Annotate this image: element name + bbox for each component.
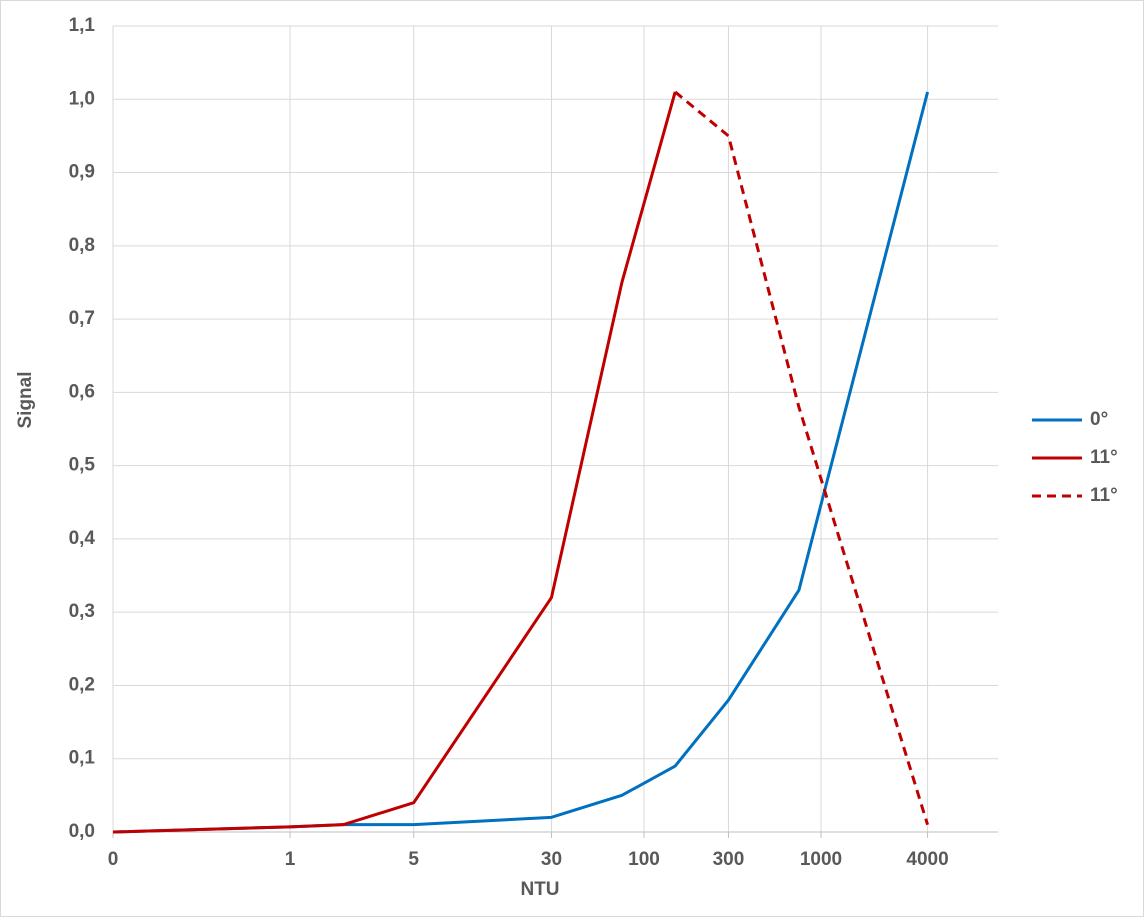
y-axis-title: Signal	[15, 371, 36, 428]
y-tick-label: 1,1	[69, 15, 96, 36]
y-tick-label: 0,0	[69, 821, 95, 842]
y-tick-label: 0,5	[69, 455, 96, 476]
x-tick-label: 100	[628, 849, 660, 870]
series-line	[112, 91, 677, 834]
x-tick-label: 0	[108, 849, 119, 870]
y-tick-label: 1,0	[69, 88, 95, 109]
y-tick-label: 0,7	[69, 308, 95, 329]
x-tick-label: 5	[408, 849, 419, 870]
y-tick-label: 0,3	[69, 601, 95, 622]
legend-label: 0°	[1090, 409, 1108, 430]
legend-label: 11°	[1090, 485, 1118, 506]
y-tick-label: 0,6	[69, 381, 95, 402]
series-line	[674, 90, 929, 826]
legend-label: 11°	[1090, 447, 1118, 468]
x-axis-title: NTU	[520, 879, 559, 900]
y-tick-label: 0,8	[69, 235, 95, 256]
x-tick-label: 300	[713, 849, 745, 870]
x-tick-label: 4000	[906, 849, 948, 870]
x-tick-label: 1	[285, 849, 296, 870]
y-tick-label: 0,4	[69, 528, 96, 549]
y-tick-label: 0,9	[69, 162, 95, 183]
y-tick-label: 0,1	[69, 748, 96, 769]
x-tick-label: 1000	[800, 849, 842, 870]
x-tick-label: 30	[541, 849, 562, 870]
y-tick-label: 0,2	[69, 674, 95, 695]
